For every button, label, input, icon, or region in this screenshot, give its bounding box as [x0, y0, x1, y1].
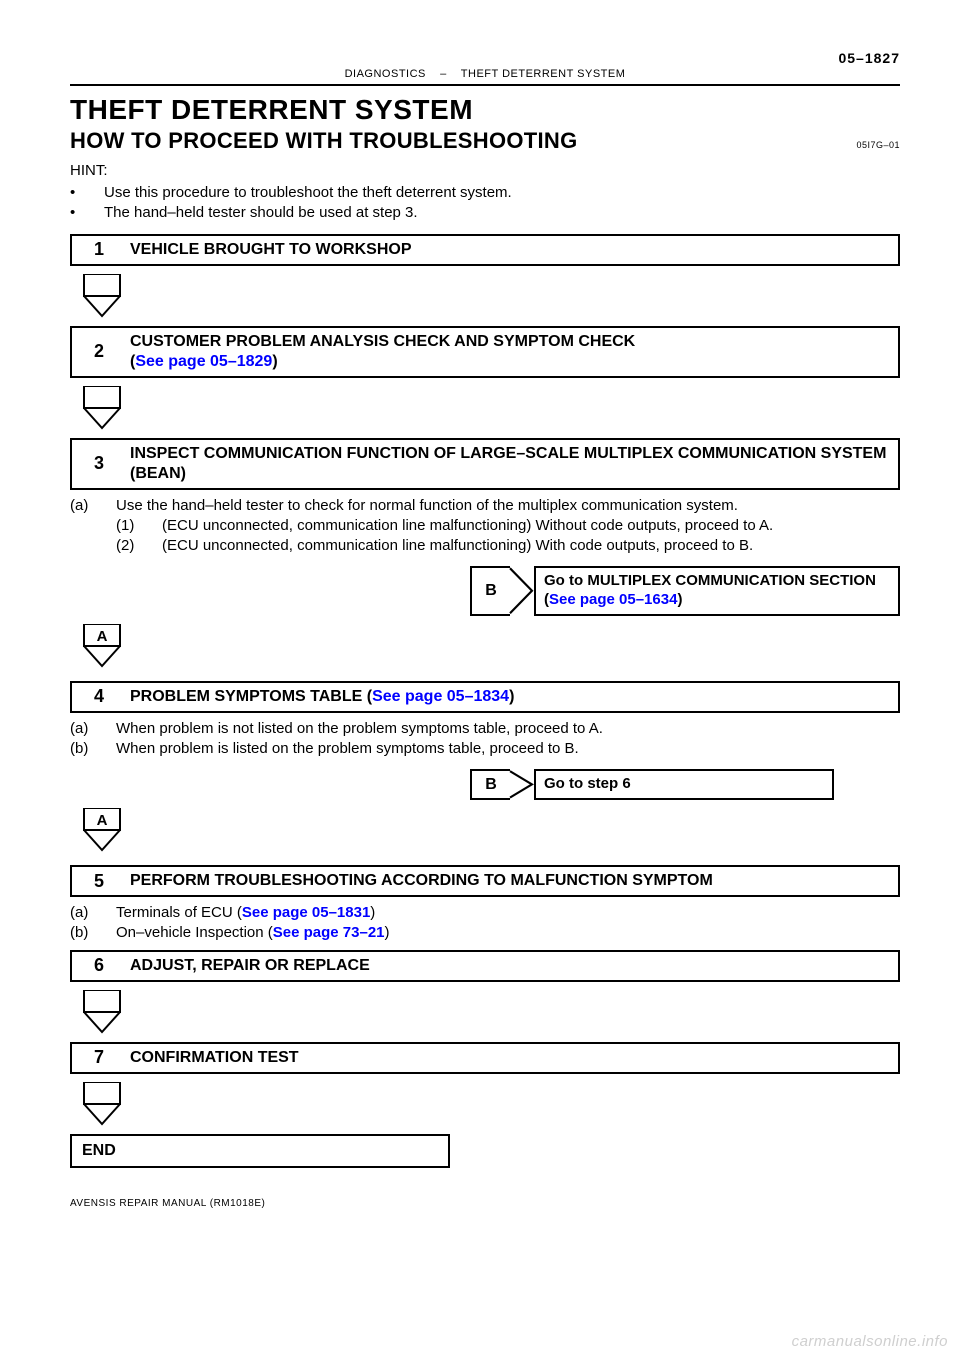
- step-text: CUSTOMER PROBLEM ANALYSIS CHECK AND SYMP…: [130, 333, 635, 350]
- branch-label: Go to MULTIPLEX COMMUNICATION SECTION: [544, 572, 876, 589]
- doc-id: 05I7G–01: [856, 140, 900, 150]
- branch-a-arrow: A: [74, 624, 900, 673]
- item-tag: (b): [70, 923, 116, 943]
- step-title: VEHICLE BROUGHT TO WORKSHOP: [126, 236, 898, 264]
- page-link[interactable]: See page 05–1834: [372, 688, 509, 705]
- item-text: On–vehicle Inspection (: [116, 924, 273, 941]
- branch-a-arrow: A: [74, 808, 900, 857]
- step-text: PROBLEM SYMPTOMS TABLE (: [130, 688, 372, 705]
- down-arrow-icon: [74, 386, 900, 430]
- breadcrumb: DIAGNOSTICS – THEFT DETERRENT SYSTEM: [70, 68, 900, 80]
- down-arrow-icon: [74, 274, 900, 318]
- down-arrow-icon: [74, 1082, 900, 1126]
- step-title: PROBLEM SYMPTOMS TABLE (See page 05–1834…: [126, 683, 898, 711]
- step-5: 5 PERFORM TROUBLESHOOTING ACCORDING TO M…: [70, 865, 900, 897]
- page-link[interactable]: See page 05–1831: [242, 904, 370, 921]
- step-6: 6 ADJUST, REPAIR OR REPLACE: [70, 950, 900, 982]
- branch-text: Go to MULTIPLEX COMMUNICATION SECTION (S…: [534, 566, 900, 616]
- step-number: 5: [72, 867, 126, 895]
- step-title: CONFIRMATION TEST: [126, 1044, 898, 1072]
- step-text: ): [509, 688, 514, 705]
- step-2: 2 CUSTOMER PROBLEM ANALYSIS CHECK AND SY…: [70, 326, 900, 378]
- footer-text: AVENSIS REPAIR MANUAL (RM1018E): [70, 1198, 900, 1209]
- paren: ): [677, 591, 682, 608]
- section-title: THEFT DETERRENT SYSTEM: [70, 94, 900, 126]
- branch-tag: B: [470, 769, 510, 800]
- item-tag: (b): [70, 739, 116, 759]
- down-arrow-icon: [74, 990, 900, 1034]
- end-box: END: [70, 1134, 450, 1168]
- header-rule: [70, 84, 900, 86]
- breadcrumb-right: THEFT DETERRENT SYSTEM: [461, 68, 626, 80]
- step-title: CUSTOMER PROBLEM ANALYSIS CHECK AND SYMP…: [126, 328, 898, 376]
- subitem-tag: (2): [116, 536, 162, 556]
- step-4: 4 PROBLEM SYMPTOMS TABLE (See page 05–18…: [70, 681, 900, 713]
- page-link[interactable]: See page 05–1634: [549, 591, 677, 608]
- step-title: INSPECT COMMUNICATION FUNCTION OF LARGE–…: [126, 440, 898, 488]
- page-link[interactable]: See page 05–1829: [135, 353, 272, 370]
- item-text: When problem is listed on the problem sy…: [116, 739, 900, 759]
- page-link[interactable]: See page 73–21: [273, 924, 385, 941]
- branch-b-step6: B Go to step 6: [70, 769, 900, 800]
- branch-b-multiplex: B Go to MULTIPLEX COMMUNICATION SECTION …: [70, 566, 900, 616]
- step-number: 1: [72, 236, 126, 264]
- step-4-body: (a) When problem is not listed on the pr…: [70, 719, 900, 760]
- branch-tag: B: [470, 566, 510, 616]
- step-5-body: (a) Terminals of ECU (See page 05–1831) …: [70, 903, 900, 944]
- subitem-text: (ECU unconnected, communication line mal…: [162, 536, 900, 556]
- hint-list: • Use this procedure to troubleshoot the…: [70, 183, 900, 224]
- subitem-text: (ECU unconnected, communication line mal…: [162, 516, 900, 536]
- manual-page: 05–1827 DIAGNOSTICS – THEFT DETERRENT SY…: [0, 0, 960, 1358]
- step-number: 6: [72, 952, 126, 980]
- branch-letter: A: [97, 628, 108, 645]
- sub-title: HOW TO PROCEED WITH TROUBLESHOOTING: [70, 128, 900, 154]
- page-number: 05–1827: [70, 50, 900, 66]
- item-tag: (a): [70, 719, 116, 739]
- bullet-icon: •: [70, 183, 104, 203]
- hint-item: • The hand–held tester should be used at…: [70, 203, 900, 223]
- item-text: Terminals of ECU (: [116, 904, 242, 921]
- subitem-tag: (1): [116, 516, 162, 536]
- bullet-icon: •: [70, 203, 104, 223]
- step-title: PERFORM TROUBLESHOOTING ACCORDING TO MAL…: [126, 867, 898, 895]
- breadcrumb-sep: –: [440, 68, 447, 80]
- item-tag: (a): [70, 496, 116, 557]
- step-7: 7 CONFIRMATION TEST: [70, 1042, 900, 1074]
- step-number: 2: [72, 328, 126, 376]
- paren: ): [272, 353, 277, 370]
- hint-text: The hand–held tester should be used at s…: [104, 203, 900, 223]
- hint-label: HINT:: [70, 162, 900, 179]
- item-tag: (a): [70, 903, 116, 923]
- breadcrumb-left: DIAGNOSTICS: [345, 68, 426, 80]
- item-text: Use the hand–held tester to check for no…: [116, 496, 900, 516]
- branch-text: Go to step 6: [534, 769, 834, 800]
- step-number: 4: [72, 683, 126, 711]
- step-number: 7: [72, 1044, 126, 1072]
- step-1: 1 VEHICLE BROUGHT TO WORKSHOP: [70, 234, 900, 266]
- step-number: 3: [72, 440, 126, 488]
- hint-item: • Use this procedure to troubleshoot the…: [70, 183, 900, 203]
- branch-letter: A: [97, 812, 108, 829]
- item-text: When problem is not listed on the proble…: [116, 719, 900, 739]
- step-3: 3 INSPECT COMMUNICATION FUNCTION OF LARG…: [70, 438, 900, 490]
- item-text: ): [370, 904, 375, 921]
- item-text: ): [385, 924, 390, 941]
- hint-text: Use this procedure to troubleshoot the t…: [104, 183, 900, 203]
- chevron-right-icon: [510, 566, 534, 616]
- chevron-right-icon: [510, 769, 534, 800]
- step-title: ADJUST, REPAIR OR REPLACE: [126, 952, 898, 980]
- watermark: carmanualsonline.info: [792, 1333, 948, 1350]
- step-3-body: (a) Use the hand–held tester to check fo…: [70, 496, 900, 557]
